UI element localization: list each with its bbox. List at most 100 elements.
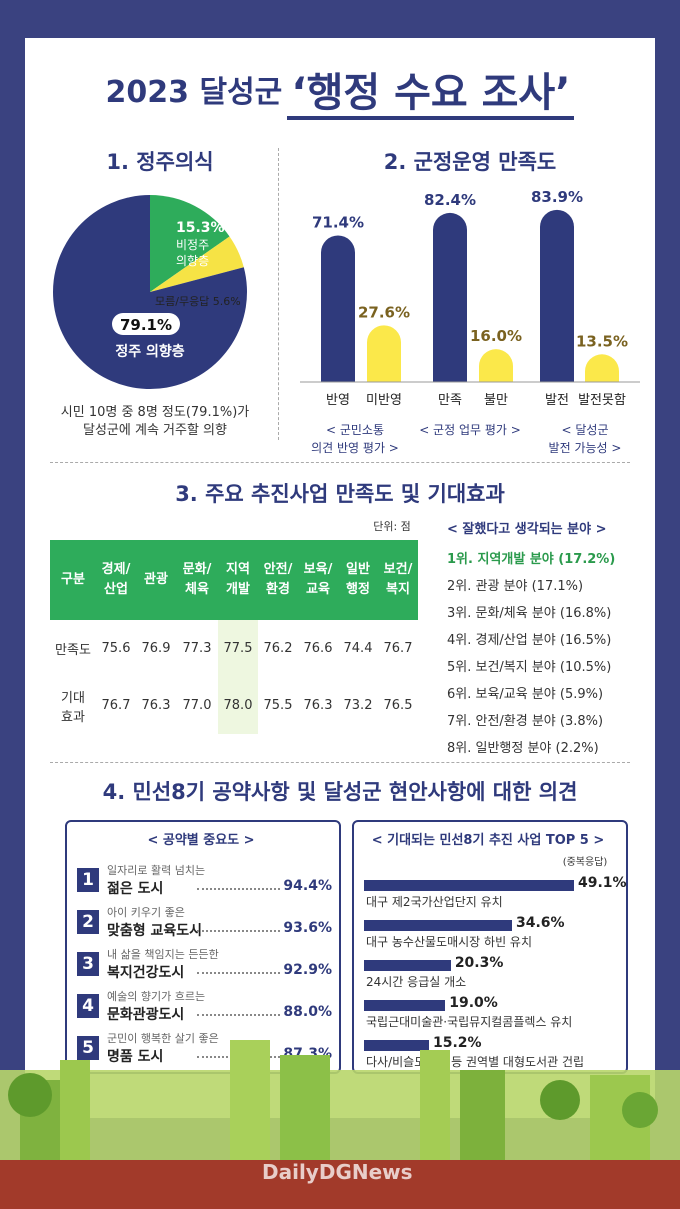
table-row-label: 기대 효과 [61,690,85,725]
pledge-name: 맞춤형 교육도시 [107,923,203,939]
top5-label: 24시간 응급실 개소 [366,975,467,989]
table-cell: 76.6 [303,641,333,656]
s2-title: 2. 군정운영 만족도 [383,150,557,174]
table-header-cell: 보육/ 교육 [298,540,338,620]
table-header-cell: 문화/ 체육 [176,540,218,620]
top5-box-title: < 기대되는 민선8기 추진 사업 TOP 5 > [371,833,605,848]
rank-item: 8위. 일반행정 분야 (2.2%) [447,741,599,756]
rank-item: 1위. 지역개발 분야 (17.2%) [447,552,616,567]
top5-label: 대구 제2국가산업단지 유치 [366,895,503,909]
town-illustration [0,1040,680,1160]
s3-table-row: 기대 효과 76.7 76.3 77.0 78.0 75.5 76.3 73.2 76.5 [50,677,418,734]
table-cell: 77.0 [182,698,212,713]
table-cell: 75.6 [101,641,131,656]
pledge-subtitle: 예술의 향기가 흐르는 [107,990,206,1003]
watermark: DailyDGNews [262,1160,413,1184]
rank-item: 5위. 보건/복지 분야 (10.5%) [447,660,612,675]
pie-slice-resident [53,195,248,389]
pledge-box-title: < 공약별 중요도 > [147,833,255,848]
top5-percent: 34.6% [515,915,565,931]
table-header-cell: 경제/ 산업 [96,540,136,620]
pie-label-nonres-l1: 비정주 [176,238,209,252]
table-cell: 77.3 [182,641,212,656]
pie-slice-nonresident [150,195,230,292]
pledge-number: 1 [77,868,99,892]
s2-group-1: < 군민소통 의견 반영 평가 > [311,423,399,455]
top5-bar [364,1040,429,1051]
top5-label: 대구 농수산물도매시장 하빈 유치 [366,935,533,949]
table-cell: 76.3 [141,698,171,713]
bar-발전 [540,209,574,382]
top5-bar [364,880,574,891]
pie-slice-unknown [150,236,244,292]
bar-value-label: 16.0% [470,327,522,345]
s1-title: 1. 정주의식 [106,150,214,174]
pie-res-badge [112,313,180,335]
pledge-name: 젊은 도시 [107,881,164,897]
pie-label-nonres-l2: 의향층 [176,254,209,268]
pie-chart: 15.3% 비정주 의향층 모름/무응답 5.6% 79.1% 정주 의향층 [53,195,248,389]
top5-label: 국립근대미술관·국립뮤지컬콤플렉스 유치 [366,1015,573,1029]
table-header-cell: 보건/ 복지 [378,540,418,620]
bar-category-label: 불만 [484,393,508,408]
top5-percent: 49.1% [578,875,627,891]
table-cell: 74.4 [343,641,373,656]
table-cell: 76.3 [303,698,333,713]
bar-category-label: 만족 [438,393,462,408]
table-header-cell: 관광 [136,540,176,620]
pledge-percent: 88.0% [283,1004,332,1020]
bar-value-label: 83.9% [531,188,583,206]
page-title: 2023 달성군 ‘행정 수요 조사’ [0,60,680,120]
table-cell: 73.2 [343,698,373,713]
pledge-number: 5 [77,1036,99,1060]
pledge-name: 문화관광도시 [107,1007,185,1023]
pledge-name: 명품 도시 [107,1049,164,1065]
top5-box [352,820,628,1074]
pledge-item: 2 아이 키우기 좋은 맞춤형 교육도시 93.6% [77,904,332,950]
s3-table-row: 만족도 75.6 76.9 77.3 77.5 76.2 76.6 74.4 76.7 [50,620,418,677]
rank-item: 4위. 경제/산업 분야 (16.5%) [447,633,612,648]
pledge-number: 4 [77,994,99,1018]
road-strip [0,1160,680,1209]
title-year: 2023 달성군 [105,75,283,110]
top5-bar [364,920,512,931]
table-cell: 75.5 [263,698,293,713]
bar-반영 [321,235,355,382]
pledge-name: 복지건강도시 [107,965,185,981]
table-cell: 76.7 [101,698,131,713]
bar-category-label: 반영 [326,393,350,408]
pledge-percent: 92.9% [283,962,332,978]
s2-group-2: < 군정 업무 평가 > [419,423,521,437]
top5-percent: 19.0% [449,995,498,1011]
rank-item: 2위. 관광 분야 (17.1%) [447,579,584,594]
bar-발전못함 [585,354,619,382]
bar-category-label: 미반영 [366,393,402,408]
pledge-subtitle: 내 삶을 책임지는 든든한 [107,948,219,961]
s3-table: 구분 경제/ 산업 관광 문화/ 체육 지역 개발 안전/ 환경 보육/ 교육 일반 행정 보건… [50,540,418,734]
pledge-subtitle: 일자리로 활력 넘치는 [107,864,206,877]
table-cell: 77.5 [218,620,258,677]
pledge-number: 3 [77,952,99,976]
top5-bar [364,1000,446,1011]
s4-title: 4. 민선8기 공약사항 및 달성군 현안사항에 대한 의견 [102,780,578,804]
rank-item: 6위. 보육/교육 분야 (5.9%) [447,687,604,702]
bar-value-label: 82.4% [424,191,476,209]
bar-미반영 [367,325,401,382]
pledge-percent: 94.4% [283,878,332,894]
table-cell: 78.0 [218,677,258,734]
bar-category-label: 발전 [545,393,569,408]
bar-chart-satisfaction: 71.4% 반영 27.6% 미반영 82.4% 만족 16.0% 불만 83.9% 발전 13.5… [300,188,640,408]
table-header-cell: 구분 [50,540,96,620]
pie-label-unknown: 모름/무응답 5.6% [155,295,241,308]
rank-title: < 잘했다고 생각되는 분야 > [447,522,607,537]
table-header-cell: 일반 행정 [338,540,378,620]
pledge-subtitle: 군민이 행복한 살기 좋은 [107,1032,219,1045]
divider [50,762,630,763]
top5-note: (중복응답) [562,857,608,868]
s2-group-3: < 달성군 발전 가능성 > [548,423,622,455]
top5-percent: 15.2% [433,1035,482,1051]
table-cell: 76.2 [263,641,293,656]
bar-만족 [433,212,467,382]
